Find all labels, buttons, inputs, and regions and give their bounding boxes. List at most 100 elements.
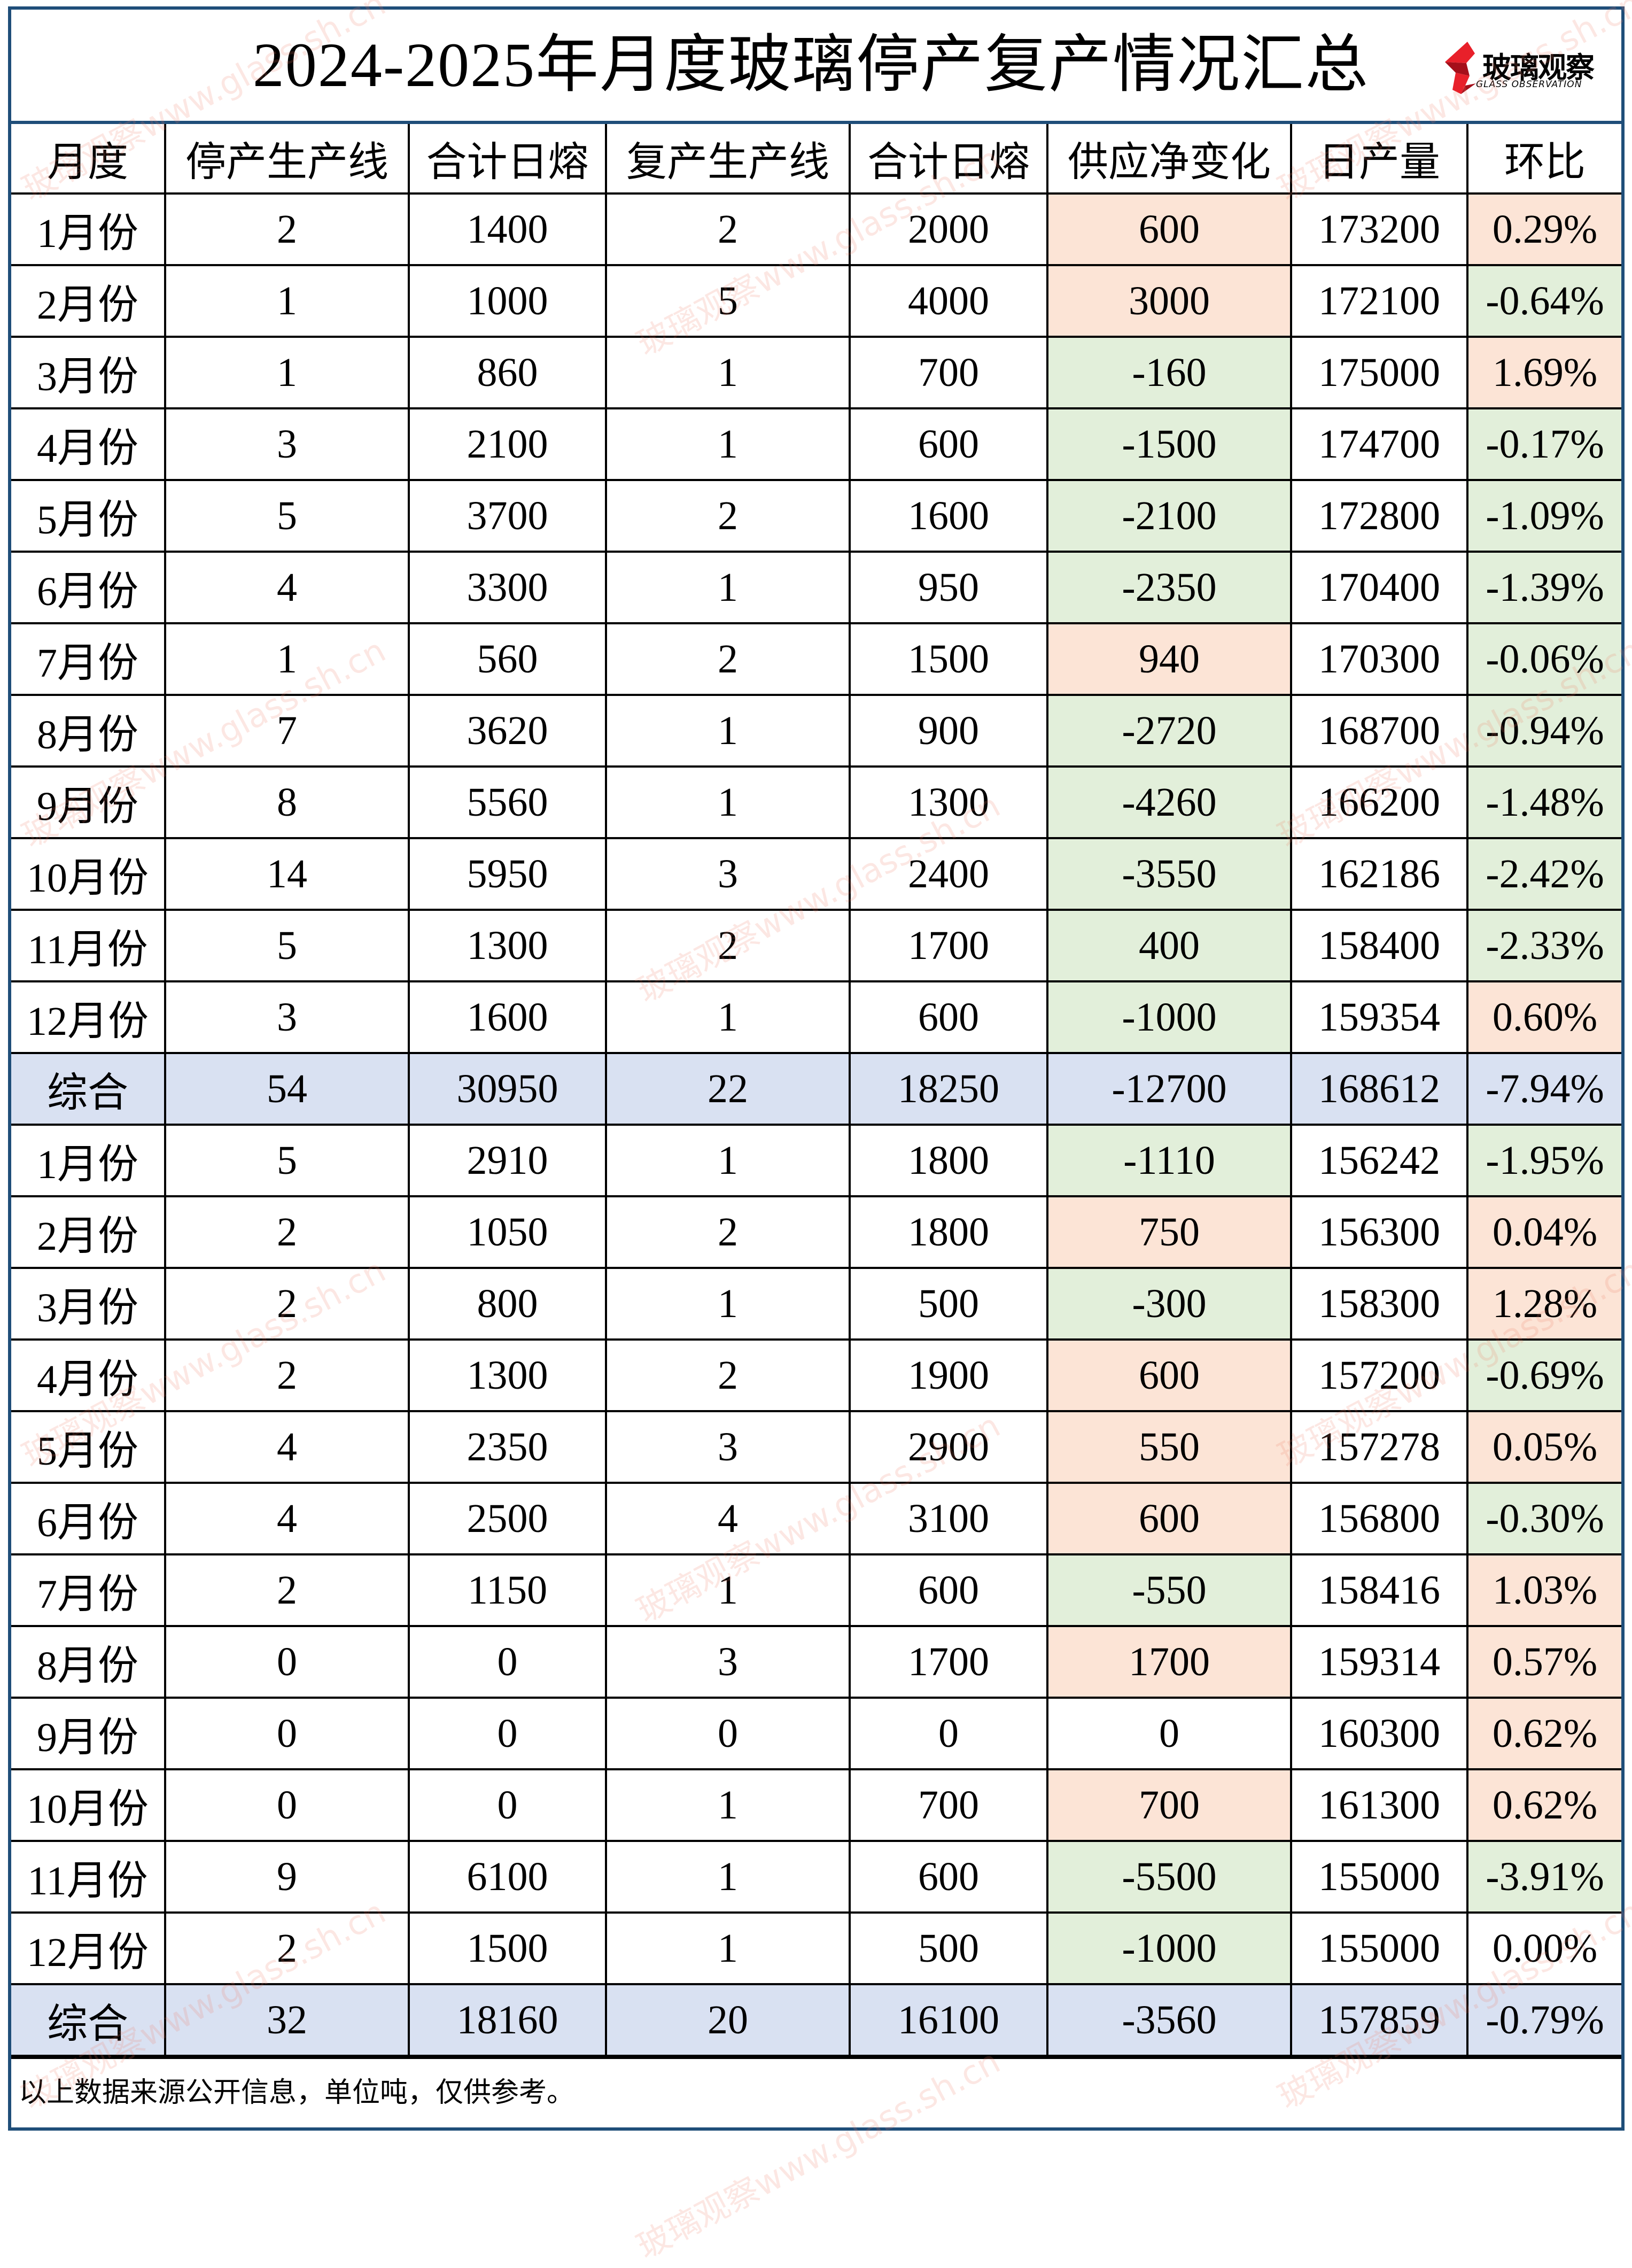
title-bar: 2024-2025年月度玻璃停产复产情况汇总 玻璃观察 GLASS OBSERV… [11, 10, 1621, 124]
resume-lines-cell: 3 [605, 837, 851, 911]
stop-melt-cell: 2100 [408, 407, 607, 481]
month-cell: 11月份 [11, 909, 166, 982]
stop-lines-cell: 9 [164, 1840, 410, 1914]
month-cell: 3月份 [11, 1267, 166, 1341]
mom-cell: -2.42% [1466, 837, 1621, 911]
header-resume-lines: 复产生产线 [605, 124, 851, 195]
table-row: 3月份 1 860 1 700 -160 175000 1.69% [11, 336, 1621, 409]
stop-melt-cell: 1500 [408, 1911, 607, 1985]
resume-lines-cell: 2 [605, 192, 851, 266]
header-stop-melt: 合计日熔 [408, 124, 607, 195]
net-change-cell: 600 [1046, 1482, 1292, 1555]
summary-row: 综合 32 18160 20 16100 -3560 157859 -0.79% [11, 1983, 1621, 2057]
stop-lines-cell: 0 [164, 1768, 410, 1842]
mom-cell: 0.62% [1466, 1697, 1621, 1770]
table-row: 8月份 0 0 3 1700 1700 159314 0.57% [11, 1625, 1621, 1699]
stop-melt-cell: 800 [408, 1267, 607, 1341]
stop-lines-cell: 2 [164, 1911, 410, 1985]
resume-lines-cell: 1 [605, 1267, 851, 1341]
page-title: 2024-2025年月度玻璃停产复产情况汇总 [252, 30, 1370, 100]
net-change-cell: -1110 [1046, 1124, 1292, 1197]
table-row: 12月份 3 1600 1 600 -1000 159354 0.60% [11, 980, 1621, 1054]
month-cell: 6月份 [11, 551, 166, 624]
stop-lines-cell: 1 [164, 622, 410, 696]
net-change-cell: -1500 [1046, 407, 1292, 481]
net-change-cell: -160 [1046, 336, 1292, 409]
resume-melt-cell: 500 [849, 1911, 1048, 1985]
stop-melt-cell: 3700 [408, 479, 607, 553]
header-row: 月度 停产生产线 合计日熔 复产生产线 合计日熔 供应净变化 日产量 环比 [11, 124, 1621, 195]
net-change-cell: 400 [1046, 909, 1292, 982]
net-change-cell: -300 [1046, 1267, 1292, 1341]
net-change-cell: 3000 [1046, 264, 1292, 338]
resume-melt-cell: 4000 [849, 264, 1048, 338]
stop-melt-cell: 3300 [408, 551, 607, 624]
month-cell: 4月份 [11, 1338, 166, 1412]
net-change-cell: 600 [1046, 192, 1292, 266]
net-change-cell: 750 [1046, 1195, 1292, 1269]
resume-lines-cell: 3 [605, 1625, 851, 1699]
table-row: 6月份 4 3300 1 950 -2350 170400 -1.39% [11, 551, 1621, 624]
daily-output-cell: 156242 [1290, 1124, 1468, 1197]
table-row: 2月份 1 1000 5 4000 3000 172100 -0.64% [11, 264, 1621, 338]
resume-lines-cell: 1 [605, 980, 851, 1054]
net-change-cell: -3560 [1046, 1983, 1292, 2057]
table-row: 11月份 9 6100 1 600 -5500 155000 -3.91% [11, 1840, 1621, 1914]
resume-lines-cell: 1 [605, 694, 851, 768]
mom-cell: 1.69% [1466, 336, 1621, 409]
table-row: 5月份 4 2350 3 2900 550 157278 0.05% [11, 1410, 1621, 1484]
mom-cell: -3.91% [1466, 1840, 1621, 1914]
daily-output-cell: 168700 [1290, 694, 1468, 768]
stop-lines-cell: 0 [164, 1697, 410, 1770]
resume-lines-cell: 1 [605, 1768, 851, 1842]
mom-cell: 0.04% [1466, 1195, 1621, 1269]
stop-lines-cell: 5 [164, 909, 410, 982]
resume-melt-cell: 18250 [849, 1052, 1048, 1126]
net-change-cell: -3550 [1046, 837, 1292, 911]
net-change-cell: 1700 [1046, 1625, 1292, 1699]
table-row: 4月份 2 1300 2 1900 600 157200 -0.69% [11, 1338, 1621, 1412]
stop-melt-cell: 2350 [408, 1410, 607, 1484]
stop-melt-cell: 560 [408, 622, 607, 696]
stop-lines-cell: 32 [164, 1983, 410, 2057]
summary-row: 综合 54 30950 22 18250 -12700 168612 -7.94% [11, 1052, 1621, 1126]
resume-melt-cell: 1700 [849, 1625, 1048, 1699]
month-cell: 5月份 [11, 1410, 166, 1484]
footer-note: 以上数据来源公开信息，单位吨，仅供参考。 [11, 2057, 1621, 2127]
stop-melt-cell: 2910 [408, 1124, 607, 1197]
stop-melt-cell: 1050 [408, 1195, 607, 1269]
net-change-cell: 550 [1046, 1410, 1292, 1484]
daily-output-cell: 162186 [1290, 837, 1468, 911]
resume-melt-cell: 700 [849, 1768, 1048, 1842]
month-cell: 1月份 [11, 1124, 166, 1197]
month-cell: 8月份 [11, 694, 166, 768]
table-row: 1月份 2 1400 2 2000 600 173200 0.29% [11, 192, 1621, 266]
net-change-cell: -5500 [1046, 1840, 1292, 1914]
daily-output-cell: 174700 [1290, 407, 1468, 481]
resume-lines-cell: 1 [605, 1911, 851, 1985]
mom-cell: 0.57% [1466, 1625, 1621, 1699]
stop-lines-cell: 14 [164, 837, 410, 911]
net-change-cell: -2350 [1046, 551, 1292, 624]
table-row: 10月份 14 5950 3 2400 -3550 162186 -2.42% [11, 837, 1621, 911]
stop-lines-cell: 1 [164, 264, 410, 338]
resume-lines-cell: 4 [605, 1482, 851, 1555]
resume-melt-cell: 700 [849, 336, 1048, 409]
resume-lines-cell: 1 [605, 551, 851, 624]
daily-output-cell: 157859 [1290, 1983, 1468, 2057]
mom-cell: -1.09% [1466, 479, 1621, 553]
stop-lines-cell: 3 [164, 980, 410, 1054]
net-change-cell: 700 [1046, 1768, 1292, 1842]
resume-lines-cell: 1 [605, 1840, 851, 1914]
table-row: 7月份 2 1150 1 600 -550 158416 1.03% [11, 1553, 1621, 1627]
mom-cell: -0.17% [1466, 407, 1621, 481]
stop-melt-cell: 0 [408, 1768, 607, 1842]
resume-lines-cell: 1 [605, 407, 851, 481]
stop-lines-cell: 54 [164, 1052, 410, 1126]
stop-melt-cell: 1150 [408, 1553, 607, 1627]
stop-melt-cell: 18160 [408, 1983, 607, 2057]
resume-melt-cell: 3100 [849, 1482, 1048, 1555]
resume-melt-cell: 1500 [849, 622, 1048, 696]
mom-cell: -1.39% [1466, 551, 1621, 624]
mom-cell: 0.05% [1466, 1410, 1621, 1484]
